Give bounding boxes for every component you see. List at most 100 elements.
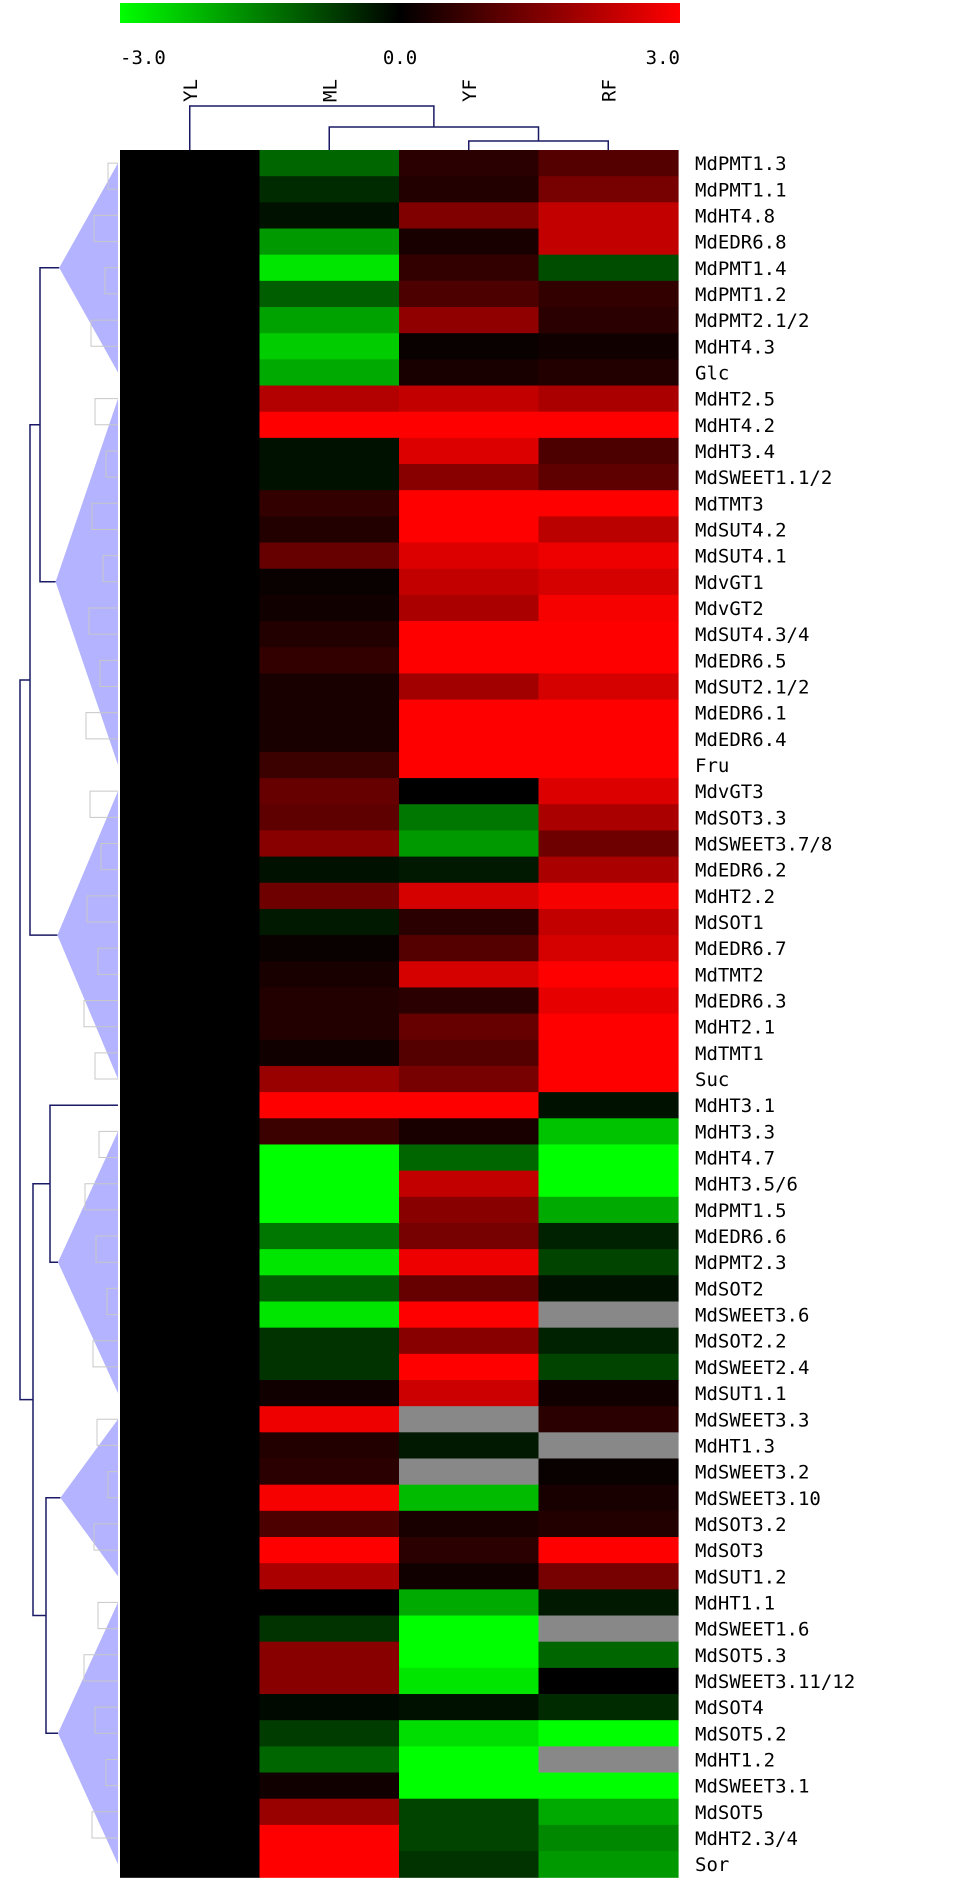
dendrogram-branch	[32, 1182, 50, 1617]
heatmap-cell	[120, 1432, 261, 1460]
heatmap-cell	[399, 228, 540, 256]
row-label: MdPMT1.5	[695, 1200, 787, 1222]
heatmap-cell	[259, 1720, 400, 1747]
heatmap-cell	[538, 516, 679, 544]
cluster-highlight	[60, 1419, 118, 1577]
heatmap-cell	[399, 1118, 540, 1146]
heatmap-cell	[259, 1275, 400, 1303]
column-labels: YL ML YF RF	[180, 79, 620, 102]
heatmap-cell	[538, 1824, 679, 1852]
heatmap-cell	[538, 751, 679, 779]
row-label: MdSWEET3.11/12	[695, 1671, 855, 1693]
heatmap-cell	[259, 1694, 400, 1721]
heatmap-cell	[259, 1092, 400, 1119]
heatmap-cell	[120, 1406, 261, 1433]
heatmap-cell	[259, 1353, 400, 1381]
row-label: MdHT1.3	[695, 1435, 775, 1457]
heatmap-cell	[538, 830, 679, 858]
heatmap-cell	[259, 385, 400, 413]
heatmap-cell	[259, 751, 400, 779]
heatmap-cell	[259, 1196, 400, 1224]
row-labels: MdPMT1.3 MdPMT1.1 MdHT4.8 MdEDR6.8 MdPMT1.4 M…	[695, 153, 855, 1876]
heatmap-cell	[120, 1824, 261, 1852]
heatmap-cell	[120, 1798, 261, 1826]
heatmap-cell	[399, 359, 540, 387]
heatmap-cell	[538, 725, 679, 753]
heatmap-cell	[259, 1641, 400, 1669]
heatmap-cell	[538, 961, 679, 989]
heatmap-cell	[259, 1432, 400, 1460]
row-label: MdHT4.7	[695, 1148, 775, 1170]
heatmap-cell	[399, 1327, 540, 1355]
heatmap-cell	[120, 307, 261, 334]
heatmap-cell	[120, 333, 261, 360]
heatmap-cell	[259, 1798, 400, 1826]
heatmap-cell	[399, 333, 540, 360]
heatmap-cell	[399, 1458, 540, 1486]
heatmap-cell	[538, 1065, 679, 1093]
heatmap-cell	[120, 1510, 261, 1538]
heatmap-cell	[120, 1092, 261, 1119]
heatmap-cell	[538, 1013, 679, 1041]
heatmap-cell	[120, 385, 261, 413]
heatmap-cell	[259, 1615, 400, 1643]
heatmap-cell	[120, 280, 261, 308]
dendrogram-branch	[45, 1497, 61, 1735]
row-label: MdPMT1.2	[695, 284, 787, 306]
heatmap-cell	[538, 1327, 679, 1355]
dendrogram-subbranch	[102, 555, 118, 583]
heatmap-cell	[399, 1249, 540, 1276]
heatmap-cell	[399, 856, 540, 884]
heatmap-cell	[120, 1275, 261, 1303]
row-label: MdSOT2	[695, 1278, 764, 1300]
cluster-highlight	[58, 1602, 118, 1865]
dendrogram-subbranch	[107, 162, 118, 190]
row-label: MdSUT2.1/2	[695, 676, 809, 698]
row-label: MdHT4.3	[695, 336, 775, 358]
heatmap-cell	[399, 307, 540, 334]
heatmap-cell	[538, 778, 679, 805]
heatmap-cell	[259, 1458, 400, 1486]
heatmap-cell	[399, 1013, 540, 1041]
heatmap-cell	[538, 228, 679, 256]
dendrogram-subbranch	[104, 267, 118, 295]
heatmap-cell	[399, 1353, 540, 1381]
heatmap-cell	[120, 751, 261, 779]
heatmap-cell	[399, 1798, 540, 1826]
heatmap-cell	[399, 1667, 540, 1695]
row-label: MdSWEET3.10	[695, 1488, 821, 1510]
dendrogram-subbranch	[107, 1471, 118, 1499]
heatmap-cell	[399, 961, 540, 989]
heatmap-cell	[259, 1222, 400, 1250]
heatmap-cell	[120, 490, 261, 517]
heatmap-cell	[399, 254, 540, 282]
heatmap-cell	[399, 1196, 540, 1224]
dendrogram-branch	[29, 424, 58, 936]
row-label: MdSUT4.1	[695, 546, 787, 568]
heatmap-cell	[259, 1170, 400, 1198]
row-label: MdPMT1.1	[695, 179, 787, 201]
row-label: Suc	[695, 1069, 729, 1091]
heatmap-cell	[538, 202, 679, 230]
heatmap-cell	[120, 1144, 261, 1172]
heatmap-cell	[120, 254, 261, 282]
row-label: MdSWEET1.1/2	[695, 467, 832, 489]
heatmap-cell	[259, 1144, 400, 1172]
row-label: Glc	[695, 362, 729, 384]
heatmap-cell	[399, 621, 540, 648]
heatmap-cell	[259, 1746, 400, 1774]
heatmap-cell	[538, 594, 679, 622]
heatmap-cell	[259, 621, 400, 648]
heatmap-cell	[538, 1772, 679, 1800]
heatmap-cell	[120, 908, 261, 936]
heatmap-cell	[259, 280, 400, 308]
heatmap-cell	[120, 1327, 261, 1355]
row-label: MdEDR6.5	[695, 650, 787, 672]
heatmap-cell	[259, 647, 400, 674]
dendrogram-subbranch	[98, 1130, 118, 1159]
row-label: MdPMT2.1/2	[695, 310, 809, 332]
dendrogram-subbranch	[97, 1601, 118, 1630]
heatmap-cell	[259, 1065, 400, 1093]
heatmap-cell	[399, 725, 540, 753]
row-dendrogram	[19, 162, 118, 1865]
